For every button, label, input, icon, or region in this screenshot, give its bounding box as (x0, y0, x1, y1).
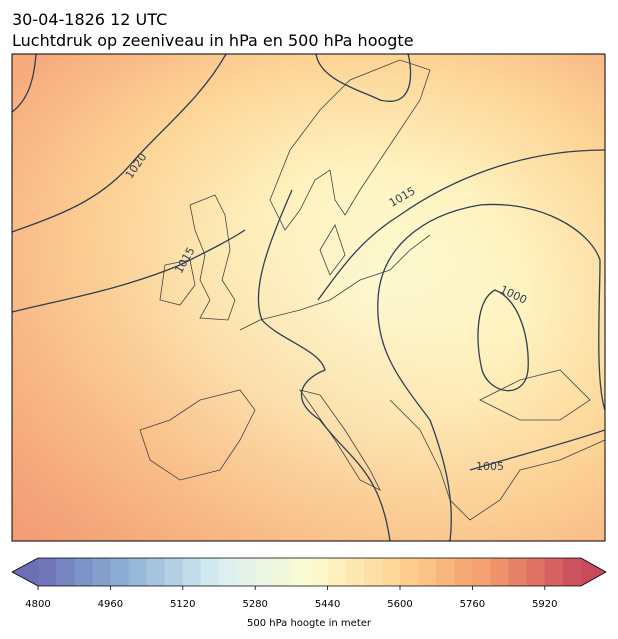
colorbar-bin (128, 558, 148, 586)
colorbar-tick-label: 5600 (387, 599, 412, 610)
colorbar-tick-label: 5120 (170, 599, 195, 610)
colorbar-label: 500 hPa hoogte in meter (247, 618, 372, 629)
colorbar-bin (562, 558, 582, 586)
coastlines (139, 59, 605, 521)
colorbar-bin (219, 558, 238, 586)
colorbar-bin (38, 558, 57, 586)
colorbar-bin (400, 558, 419, 586)
colorbar: 4800 4960 5120 5280 5440 5600 5760 5920 (11, 557, 607, 610)
colorbar-extend-high (581, 558, 606, 586)
colorbar-bin (508, 558, 528, 586)
colorbar-bin (327, 558, 347, 586)
colorbar-extend-low (12, 558, 38, 586)
contour-label: 1005 (476, 460, 504, 473)
map: 1020 1015 1015 1000 1005 (12, 54, 605, 541)
colorbar-bin (291, 558, 310, 586)
colorbar-bin (273, 558, 292, 586)
colorbar-bin (200, 558, 220, 586)
colorbar-bin (56, 558, 75, 586)
colorbar-bin (454, 558, 473, 586)
colorbar-bin (237, 558, 256, 586)
title: Luchtdruk op zeeniveau in hPa en 500 hPa… (12, 31, 414, 50)
colorbar-bin (92, 558, 111, 586)
colorbar-bin (418, 558, 437, 586)
colorbar-bin (255, 558, 274, 586)
colorbar-bin (544, 558, 564, 586)
isobars (12, 54, 605, 541)
colorbar-tick-label: 5280 (242, 599, 267, 610)
colorbar-bin (436, 558, 455, 586)
colorbar-tick-label: 5440 (315, 599, 340, 610)
colorbar-bin (309, 558, 329, 586)
colorbar-tick-label: 5920 (532, 599, 557, 610)
colorbar-tick-label: 4800 (25, 599, 50, 610)
colorbar-bin (472, 558, 491, 586)
colorbar-bin (381, 558, 401, 586)
colorbar-bin (146, 558, 166, 586)
colorbar-tick-label: 4960 (98, 599, 123, 610)
colorbar-tick-label: 5760 (460, 599, 485, 610)
colorbar-bin (490, 558, 510, 586)
map-frame (11, 53, 606, 542)
colorbar-bin (74, 558, 93, 586)
colorbar-bin (182, 558, 202, 586)
colorbar-bin (164, 558, 184, 586)
colorbar-bin (345, 558, 365, 586)
date: 30-04-1826 12 UTC (12, 10, 167, 29)
colorbar-bin (110, 558, 129, 586)
colorbar-bin (363, 558, 383, 586)
colorbar-bin (526, 558, 546, 586)
